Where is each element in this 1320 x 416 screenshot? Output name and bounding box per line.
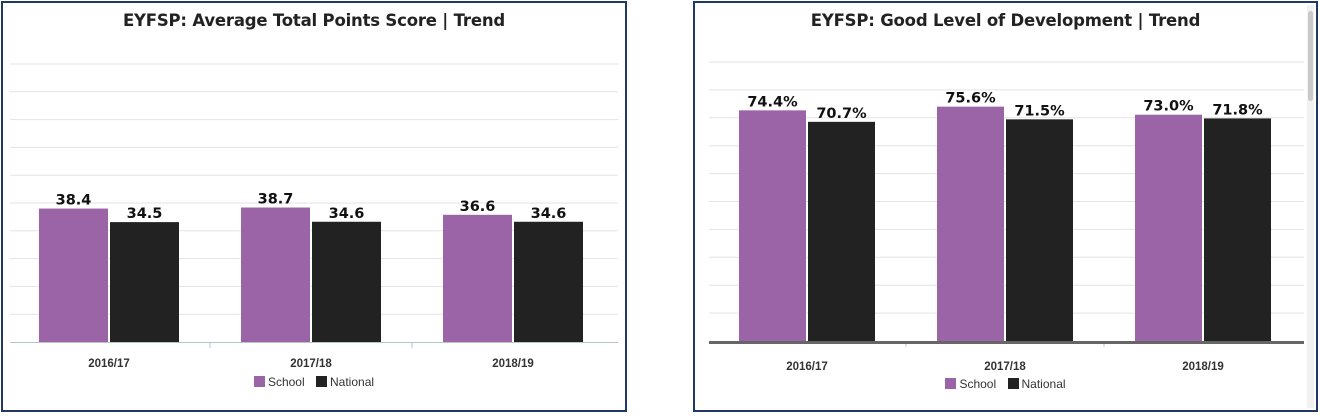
- data-label-national: 71.5%: [1014, 103, 1065, 119]
- legend-swatch-school: [945, 378, 957, 389]
- chart-title: EYFSP: Good Level of Development | Trend: [810, 11, 1201, 30]
- bar-school: [937, 106, 1004, 341]
- x-tick-label: 2018/19: [1182, 361, 1224, 373]
- x-tick-label: 2017/18: [984, 361, 1026, 373]
- x-tick-label: 2017/18: [290, 358, 332, 370]
- bar-national: [514, 221, 583, 342]
- chart-legend: School National: [3, 375, 625, 389]
- data-label-national: 71.8%: [1212, 102, 1263, 118]
- bar-chart-ats: 38.4 34.5 2016/17 38.7 34.6 2017/18 36.6 34.6 20…: [10, 63, 618, 370]
- chart-panel-gld: EYFSP: Good Level of Development | Trend…: [693, 1, 1318, 412]
- chart-legend: School National: [695, 377, 1316, 391]
- bar-school: [443, 214, 512, 342]
- legend-label-national: National: [1021, 377, 1066, 391]
- bar-school: [739, 110, 806, 341]
- data-label-school: 75.6%: [945, 91, 996, 107]
- x-tick-label: 2016/17: [88, 358, 130, 370]
- data-label-school: 74.4%: [747, 94, 798, 110]
- bar-national: [808, 121, 875, 341]
- data-label-national: 70.7%: [816, 106, 867, 122]
- x-tick-label: 2018/19: [492, 358, 534, 370]
- scrollbar-thumb[interactable]: [1308, 11, 1313, 101]
- legend-item-school[interactable]: School: [253, 375, 305, 389]
- bar-chart-gld: 74.4% 70.7% 2016/17 75.6% 71.5% 2017/18 73.0% 7…: [709, 61, 1304, 373]
- data-label-national: 34.6: [329, 206, 365, 222]
- data-label-national: 34.6: [531, 206, 567, 222]
- bar-school: [241, 207, 310, 342]
- legend-label-school: School: [959, 377, 997, 391]
- legend-label-national: National: [330, 375, 375, 389]
- data-label-school: 73.0%: [1143, 99, 1194, 115]
- data-label-national: 34.5: [127, 206, 163, 222]
- data-label-school: 36.6: [460, 199, 496, 215]
- bar-national: [312, 221, 381, 342]
- legend-swatch-national: [1007, 378, 1019, 389]
- legend-swatch-school: [253, 376, 265, 387]
- bar-school: [1135, 114, 1202, 341]
- bar-national: [1204, 118, 1271, 341]
- chart-panel-ats: EYFSP: Average Total Points Score | Tren…: [1, 1, 627, 412]
- bar-national: [1006, 119, 1073, 341]
- legend-swatch-national: [316, 376, 327, 387]
- vertical-scrollbar[interactable]: [1307, 5, 1314, 408]
- legend-item-national[interactable]: National: [316, 375, 374, 389]
- bar-school: [39, 208, 108, 342]
- chart-title: EYFSP: Average Total Points Score | Tren…: [122, 11, 506, 30]
- bar-national: [110, 222, 179, 342]
- legend-label-school: School: [267, 375, 305, 389]
- data-label-school: 38.7: [258, 192, 294, 208]
- legend-item-national[interactable]: National: [1007, 377, 1066, 391]
- legend-item-school[interactable]: School: [945, 377, 996, 391]
- x-tick-label: 2016/17: [786, 361, 828, 373]
- data-label-school: 38.4: [56, 193, 92, 209]
